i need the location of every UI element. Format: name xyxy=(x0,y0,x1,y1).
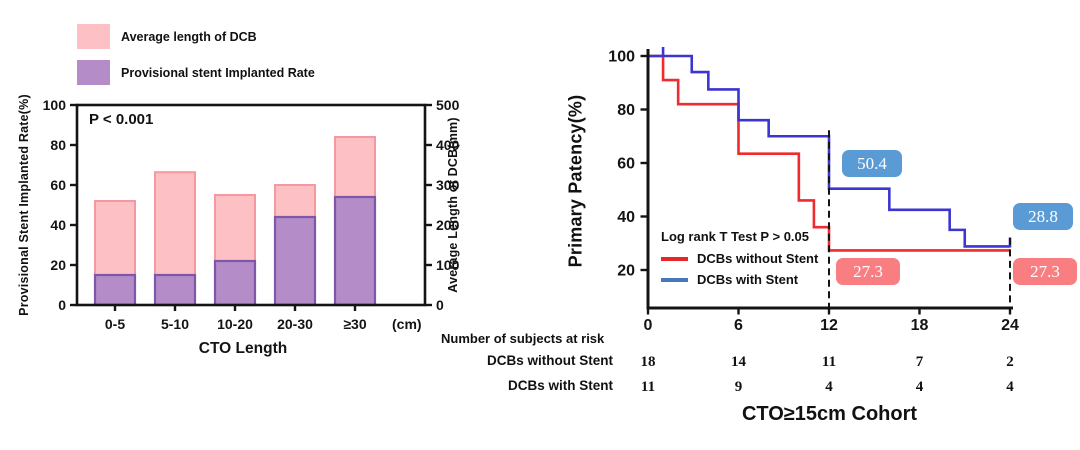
km-legend-item: DCBs with Stent xyxy=(661,272,851,287)
right-axis-tick-label: 0 xyxy=(436,297,444,313)
km-x-tick-label: 12 xyxy=(820,317,838,334)
left-axis-tick-label: 100 xyxy=(43,97,67,113)
km-y-axis-title: Primary Patency(%) xyxy=(565,94,586,268)
x-category-label: 20-30 xyxy=(277,316,313,332)
km-x-tick-label: 6 xyxy=(734,317,743,334)
km-curve-dcbs-with-stent xyxy=(648,54,1010,248)
bar-stent-rate xyxy=(153,273,197,307)
patency-badge-28-8: 28.8 xyxy=(1013,203,1073,230)
left-axis-tick-label: 60 xyxy=(50,177,66,193)
right-y-axis-title: Average Length of DCB(mm) xyxy=(446,117,460,293)
legend-swatch xyxy=(77,60,110,85)
risk-count: 18 xyxy=(640,354,656,370)
risk-count: 11 xyxy=(640,379,656,395)
right-axis-tick-label: 500 xyxy=(436,97,460,113)
risk-table-header: Number of subjects at risk xyxy=(441,331,605,346)
legend-label: Provisional stent Implanted Rate xyxy=(121,65,315,80)
x-category-label: 0-5 xyxy=(105,316,125,332)
km-legend-item: DCBs without Stent xyxy=(661,251,851,266)
km-y-tick-label: 100 xyxy=(608,49,635,66)
x-category-label: 5-10 xyxy=(161,316,189,332)
bar-stent-rate xyxy=(273,215,317,307)
patency-badge-50-4: 50.4 xyxy=(842,150,902,177)
km-y-tick-label: 40 xyxy=(617,209,635,226)
risk-count: 4 xyxy=(915,379,924,395)
risk-count: 4 xyxy=(825,379,833,395)
logrank-stat-label: Log rank T Test P > 0.05 xyxy=(661,229,809,244)
legend-label: Average length of DCB xyxy=(121,29,257,44)
km-legend-label: DCBs with Stent xyxy=(697,272,799,287)
km-x-tick-label: 18 xyxy=(911,317,929,334)
km-x-tick-label: 0 xyxy=(644,317,653,334)
right-axis-tick-label: 300 xyxy=(436,177,460,193)
bar-chart-legend: Average length of DCB Provisional stent I… xyxy=(77,24,315,96)
risk-count: 2 xyxy=(1006,354,1014,370)
left-y-axis-title: Provisional Stent Implanted Rate(%) xyxy=(17,94,31,316)
bar-stent-rate xyxy=(333,195,377,307)
risk-count: 14 xyxy=(731,354,746,370)
x-category-label: 10-20 xyxy=(217,316,253,332)
left-axis-tick-label: 80 xyxy=(50,137,66,153)
x-unit-label: (cm) xyxy=(392,316,422,332)
km-curve-dcbs-without-stent xyxy=(648,54,1010,252)
legend-item: Average length of DCB xyxy=(77,24,315,49)
km-legend-label: DCBs without Stent xyxy=(697,251,819,266)
km-legend: Log rank T Test P > 0.05 DCBs without St… xyxy=(661,229,851,293)
right-axis-tick-label: 200 xyxy=(436,217,460,233)
left-axis-tick-label: 20 xyxy=(50,257,66,273)
risk-count: 7 xyxy=(915,354,924,370)
patency-badge-27-3-mid: 27.3 xyxy=(836,258,900,285)
risk-count: 9 xyxy=(734,379,743,395)
right-axis-tick-label: 100 xyxy=(436,257,460,273)
patency-badge-27-3-end: 27.3 xyxy=(1013,258,1077,285)
km-legend-line xyxy=(661,277,688,282)
x-axis-title: CTO Length xyxy=(199,340,287,357)
risk-row-label-without-stent: DCBs without Stent xyxy=(487,353,613,368)
km-x-tick-label: 24 xyxy=(1001,317,1019,334)
risk-count: 11 xyxy=(821,354,837,370)
left-axis-tick-label: 40 xyxy=(50,217,66,233)
risk-row-label-with-stent: DCBs with Stent xyxy=(507,378,613,393)
right-axis-tick-label: 400 xyxy=(436,137,460,153)
p-value-annotation: P < 0.001 xyxy=(89,111,154,128)
risk-count: 4 xyxy=(1006,379,1014,395)
km-y-tick-label: 60 xyxy=(617,156,635,173)
scan-artifact xyxy=(0,446,9,450)
legend-swatch xyxy=(77,24,110,49)
bar-stent-rate xyxy=(213,259,257,307)
bar-plot-frame xyxy=(75,103,427,307)
km-y-tick-label: 20 xyxy=(617,263,635,280)
cohort-title: CTO≥15cm Cohort xyxy=(741,403,918,425)
km-legend-line xyxy=(661,256,688,261)
bar-stent-rate xyxy=(93,273,137,307)
km-y-tick-label: 80 xyxy=(617,102,635,119)
legend-item: Provisional stent Implanted Rate xyxy=(77,60,315,85)
x-category-label: ≥30 xyxy=(343,316,366,332)
left-axis-tick-label: 0 xyxy=(58,297,66,313)
